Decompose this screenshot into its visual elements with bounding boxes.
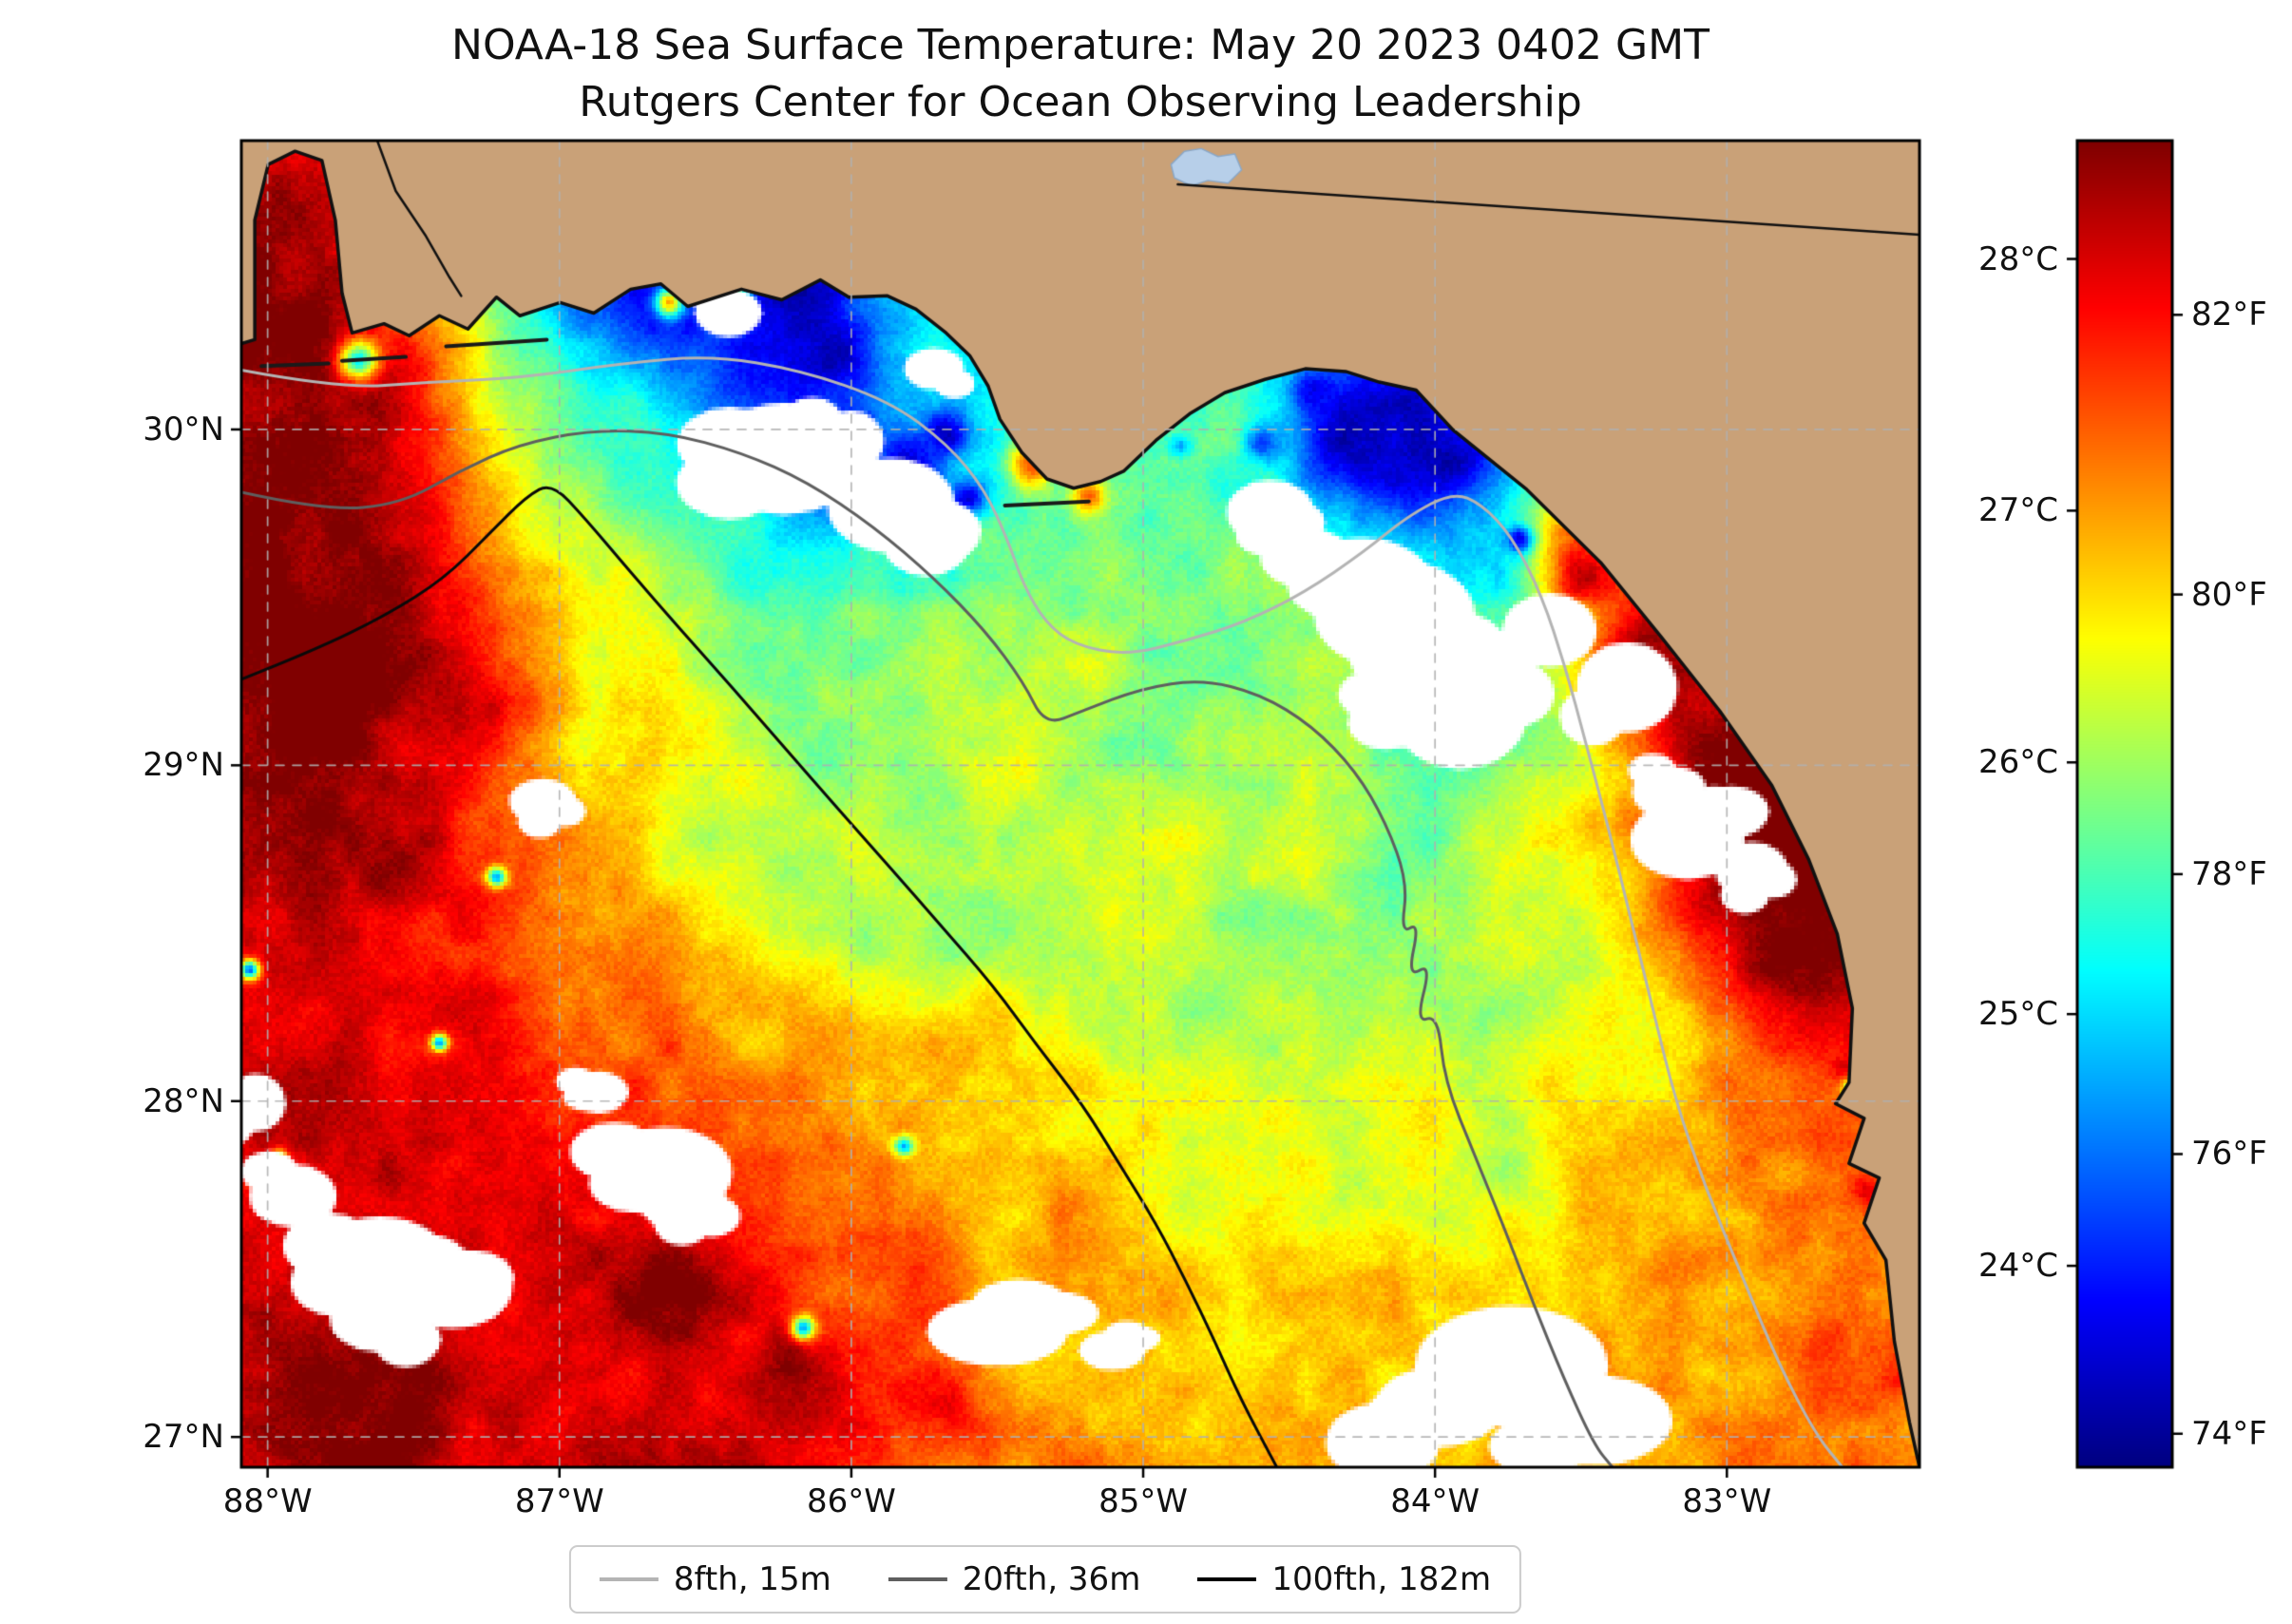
depth-contour-legend: 8fth, 15m 20fth, 36m 100fth, 182m (568, 1545, 1522, 1614)
legend-line-swatch-1 (888, 1577, 947, 1581)
colorbar-c-label-1: 27°C (1977, 491, 2058, 530)
figure-subtitle: Rutgers Center for Ocean Observing Leade… (579, 78, 1582, 126)
colorbar-f-label-3: 76°F (2191, 1135, 2267, 1174)
x-tick-label-4: 84°W (1390, 1482, 1480, 1520)
legend-label-1: 20fth, 36m (962, 1560, 1141, 1598)
legend-item-2: 100fth, 182m (1197, 1560, 1491, 1598)
legend-label-0: 8fth, 15m (673, 1560, 831, 1598)
legend-label-2: 100fth, 182m (1271, 1560, 1492, 1598)
legend-line-swatch-0 (599, 1577, 659, 1581)
y-tick-label-1: 29°N (143, 746, 224, 785)
y-tick-label-2: 28°N (143, 1081, 224, 1120)
x-tick-label-5: 83°W (1682, 1482, 1772, 1520)
legend-item-1: 20fth, 36m (888, 1560, 1141, 1598)
figure-title: NOAA-18 Sea Surface Temperature: May 20 … (451, 21, 1709, 69)
colorbar-c-label-4: 24°C (1977, 1247, 2058, 1286)
x-tick-label-2: 86°W (806, 1482, 896, 1520)
colorbar-f-label-0: 82°F (2191, 296, 2267, 334)
x-tick-label-0: 88°W (222, 1482, 313, 1520)
legend-line-swatch-2 (1197, 1577, 1257, 1581)
legend-item-0: 8fth, 15m (599, 1560, 831, 1598)
x-tick-label-1: 87°W (514, 1482, 604, 1520)
colorbar-c-label-3: 25°C (1977, 995, 2058, 1034)
y-tick-label-0: 30°N (143, 410, 224, 449)
colorbar-c-label-0: 28°C (1977, 239, 2058, 278)
colorbar-f-label-4: 74°F (2191, 1414, 2267, 1453)
colorbar-f-label-1: 80°F (2191, 575, 2267, 614)
y-tick-label-3: 27°N (143, 1418, 224, 1457)
x-tick-label-3: 85°W (1098, 1482, 1188, 1520)
colorbar-c-label-2: 26°C (1977, 743, 2058, 782)
colorbar-f-label-2: 78°F (2191, 854, 2267, 893)
